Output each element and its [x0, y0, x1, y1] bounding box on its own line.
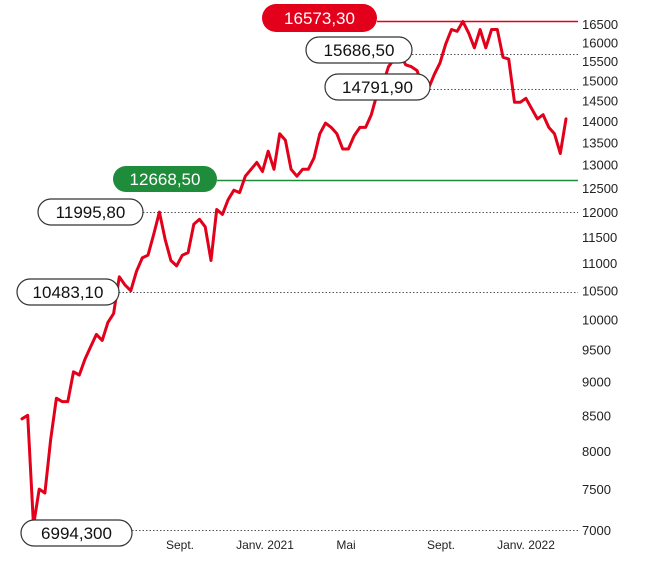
y-tick-label: 11500 — [582, 230, 617, 245]
y-tick-label: 13500 — [582, 135, 618, 150]
value-label: 15686,50 — [324, 41, 395, 60]
y-tick-label: 14000 — [582, 114, 618, 129]
series-line — [20, 20, 568, 528]
y-tick-label: 16500 — [582, 17, 618, 32]
value-pill — [16, 278, 120, 306]
value-pill — [305, 36, 413, 64]
y-tick-label: 8000 — [582, 444, 611, 459]
value-pill — [324, 73, 431, 101]
value-label: 10483,10 — [33, 283, 104, 302]
x-tick-label: Janv. 2021 — [236, 538, 294, 552]
value-pill — [20, 519, 133, 547]
value-label: 6994,300 — [41, 524, 112, 543]
y-tick-label: 7500 — [582, 482, 611, 497]
value-pill — [37, 198, 144, 226]
y-tick-label: 12000 — [582, 205, 618, 220]
x-tick-label: Janv. 2022 — [497, 538, 555, 552]
value-pill — [113, 166, 217, 192]
value-pill — [262, 4, 377, 32]
x-axis: Sept. Janv. 2021 Mai Sept. Janv. 2022 — [166, 538, 555, 552]
x-tick-label: Sept. — [166, 538, 194, 552]
y-tick-label: 10000 — [582, 312, 618, 327]
y-tick-label: 11000 — [582, 256, 617, 271]
y-tick-label: 13000 — [582, 158, 618, 173]
value-label: 16573,30 — [284, 9, 355, 28]
series — [20, 20, 568, 528]
x-tick-label: Sept. — [427, 538, 455, 552]
reference-lines — [119, 20, 578, 531]
y-tick-label: 12500 — [582, 181, 618, 196]
y-tick-label: 16000 — [582, 35, 618, 50]
y-tick-label: 9000 — [582, 375, 611, 390]
y-tick-label: 10500 — [582, 284, 618, 299]
y-tick-label: 9500 — [582, 343, 611, 358]
y-tick-label: 7000 — [582, 523, 611, 538]
y-tick-label: 8500 — [582, 408, 611, 423]
value-label: 14791,90 — [342, 78, 413, 97]
value-labels: 16573,30 15686,50 14791,90 12668,5011995,80… — [16, 4, 431, 547]
value-label: 12668,50 — [130, 170, 201, 189]
value-label: 11995,80 — [56, 203, 126, 222]
y-axis: 7000 7500 8000 8500 9000 9500 10000 10500 11000 1… — [582, 17, 618, 538]
y-tick-label: 15500 — [582, 54, 618, 69]
y-tick-label: 15000 — [582, 73, 618, 88]
x-tick-label: Mai — [336, 538, 355, 552]
y-tick-label: 14500 — [582, 93, 618, 108]
